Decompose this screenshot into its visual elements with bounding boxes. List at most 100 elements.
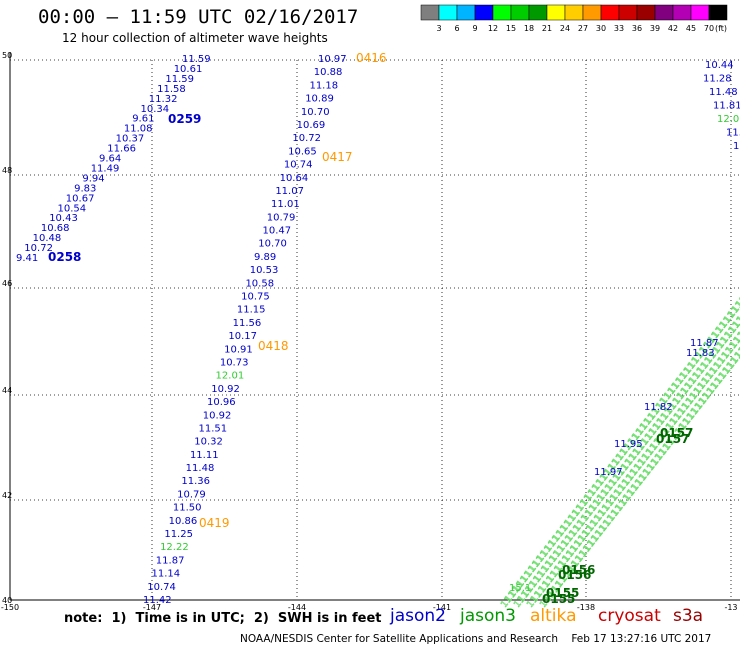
- lat-label: 46: [2, 279, 12, 288]
- colorbar-tick-label: 45: [686, 24, 696, 33]
- colorbar-swatch: [474, 4, 494, 21]
- colorbar-swatch: [546, 4, 566, 21]
- legend-altika: altika: [530, 606, 577, 626]
- svg-text:11: 11: [734, 346, 740, 361]
- colorbar-swatch: [456, 4, 476, 21]
- wave-height-label: 10.72: [292, 133, 321, 144]
- wave-height-label: 11.25: [164, 529, 193, 540]
- wave-height-label: 11.87: [690, 338, 719, 349]
- wave-height-label: 11.56: [233, 318, 262, 329]
- wave-height-label: 15.1: [509, 583, 531, 594]
- wave-height-label: 1: [733, 141, 739, 152]
- wave-height-label: 10.74: [284, 160, 313, 171]
- wave-height-label: 10.92: [203, 410, 232, 421]
- colorbar-swatch: [582, 4, 602, 21]
- wave-height-label: 10.89: [305, 94, 334, 105]
- wave-height-label: 11.49: [91, 163, 120, 174]
- colorbar-tick-label: 21: [542, 24, 552, 33]
- colorbar-tick-label: 27: [578, 24, 588, 33]
- wave-height-label: 11.01: [271, 199, 300, 210]
- wave-height-label: 9.89: [254, 252, 276, 263]
- wave-height-label: 10.34: [141, 104, 170, 115]
- wave-height-label: 11.36: [181, 476, 210, 487]
- wave-height-label: 10.53: [250, 265, 279, 276]
- svg-text:11: 11: [732, 315, 740, 330]
- wave-height-label: 11.81: [713, 101, 740, 112]
- wave-height-label: 10.79: [177, 489, 206, 500]
- lon-label: -144: [288, 603, 306, 612]
- color-scale-bar: 3 6 9 12 15 18 21 24 27 30 33 36 39 42 45 70 (ft): [420, 4, 728, 33]
- wave-height-label: 10.47: [263, 226, 292, 237]
- wave-height-label: 10.79: [267, 212, 296, 223]
- colorbar-tick-label: 24: [560, 24, 570, 33]
- wave-height-label: 12.01: [216, 371, 245, 382]
- wave-height-label: 0417: [322, 150, 353, 164]
- wave-height-label: 10.68: [41, 223, 70, 234]
- colorbar-tick-label: 33: [614, 24, 624, 33]
- wave-height-label: 10.86: [169, 516, 198, 527]
- colorbar-tick-label: 42: [668, 24, 678, 33]
- wave-height-label: 9.41: [16, 253, 38, 264]
- wave-height-label: 11.50: [173, 503, 202, 514]
- wave-height-label: 10.58: [245, 278, 274, 289]
- colorbar-swatch: [528, 4, 548, 21]
- wave-height-label: 10.91: [224, 344, 253, 355]
- wave-height-label: 10.72: [24, 243, 53, 254]
- jason3-track-band: 1111111111111111111111111111111111111111…: [499, 294, 740, 610]
- lat-label: 44: [2, 386, 12, 395]
- lon-label: -138: [577, 603, 595, 612]
- wave-height-label: 10.54: [58, 203, 87, 214]
- colorbar-swatch: [438, 4, 458, 21]
- lon-label: -150: [1, 603, 19, 612]
- wave-height-label: 0156: [558, 568, 591, 582]
- svg-text:11: 11: [736, 310, 740, 325]
- wave-height-label: 0155: [542, 592, 575, 606]
- wave-height-label: 11.59: [165, 74, 194, 85]
- wave-height-label: 11.51: [198, 423, 227, 434]
- wave-height-label: 12.0: [717, 114, 739, 125]
- lon-label: -13: [724, 603, 737, 612]
- wave-height-label: 12.22: [160, 542, 189, 553]
- lat-label: 50: [2, 51, 12, 60]
- wave-height-label: 11.18: [309, 80, 338, 91]
- legend-jason3: jason3: [460, 606, 516, 626]
- wave-height-label: 11.95: [614, 439, 643, 450]
- wave-height-label: 10.43: [49, 213, 78, 224]
- wave-height-label: 11.: [726, 128, 740, 139]
- colorbar-tick-label: 6: [454, 24, 459, 33]
- axis-labels: 50 48 46 44 42 40-150 -147 -144 -141 -138 -13: [1, 51, 738, 612]
- wave-height-label: 11.97: [594, 467, 623, 478]
- lat-label: 40: [2, 596, 12, 605]
- lat-label: 42: [2, 491, 12, 500]
- wave-height-label: 10.48: [33, 233, 62, 244]
- colorbar-swatch: [618, 4, 638, 21]
- wave-height-label: 9.61: [132, 114, 154, 125]
- wave-height-label: 10.67: [66, 193, 95, 204]
- map-subtitle: 12 hour collection of altimeter wave hei…: [62, 31, 328, 45]
- wave-height-label: 0155: [546, 586, 579, 600]
- wave-height-label: 11.07: [275, 186, 304, 197]
- colorbar-swatch: [492, 4, 512, 21]
- colorbar-tick-label: 18: [524, 24, 534, 33]
- legend-cryosat: cryosat: [598, 606, 661, 626]
- colorbar-tick-label: 15: [506, 24, 516, 33]
- wave-height-label: 11.28: [703, 74, 732, 85]
- wave-height-label: 10.44: [705, 60, 734, 71]
- colorbar-swatch: [636, 4, 656, 21]
- lat-lon-grid: [9, 52, 740, 601]
- svg-text:11: 11: [730, 351, 740, 366]
- svg-text:11: 11: [729, 335, 740, 350]
- colorbar-unit-label: (ft): [715, 24, 727, 33]
- wave-height-label: 10.70: [258, 239, 287, 250]
- svg-text:11: 11: [727, 305, 740, 320]
- colorbar-tick-label: 3: [436, 24, 441, 33]
- wave-height-label: 10.75: [241, 292, 270, 303]
- wave-height-label: 11.15: [237, 305, 266, 316]
- map-title: 00:00 – 11:59 UTC 02/16/2017: [38, 6, 359, 28]
- wave-height-label: 11.87: [156, 555, 185, 566]
- wave-height-label: 10.17: [228, 331, 257, 342]
- wave-height-label: 11.14: [152, 569, 181, 580]
- legend-s3a: s3a: [673, 606, 704, 626]
- colorbar-swatch: [564, 4, 584, 21]
